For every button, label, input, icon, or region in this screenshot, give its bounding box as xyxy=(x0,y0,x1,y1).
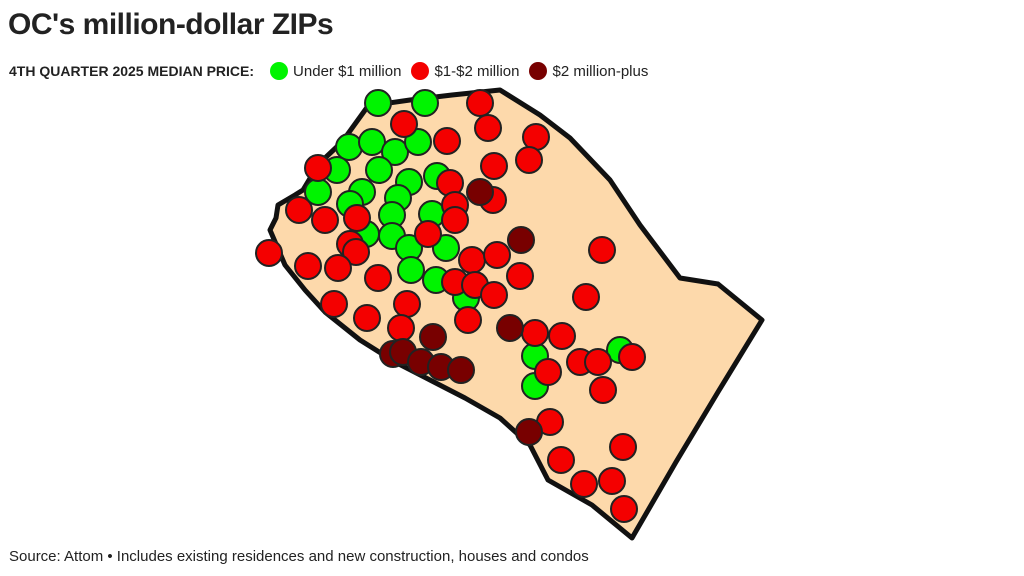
zip-marker-1-2-million xyxy=(458,246,486,274)
zip-marker-1-2-million xyxy=(433,127,461,155)
zip-marker-under-1-million xyxy=(411,89,439,117)
map-title: OC's million-dollar ZIPs xyxy=(8,8,334,41)
zip-marker-under-1-million xyxy=(397,256,425,284)
zip-marker-under-1-million xyxy=(364,89,392,117)
zip-marker-1-2-million xyxy=(572,283,600,311)
zip-marker-1-2-million xyxy=(353,304,381,332)
zip-marker-1-2-million xyxy=(610,495,638,523)
legend-label-under-1-million: Under $1 million xyxy=(293,62,402,80)
zip-marker-1-2-million xyxy=(598,467,626,495)
zip-marker-1-2-million xyxy=(294,252,322,280)
zip-markers xyxy=(255,89,646,523)
zip-marker-1-2-million xyxy=(584,348,612,376)
zip-marker-1-2-million xyxy=(311,206,339,234)
zip-marker-1-2-million xyxy=(570,470,598,498)
zip-marker-1-2-million xyxy=(390,110,418,138)
zip-marker-1-2-million xyxy=(548,322,576,350)
zip-marker-1-2-million xyxy=(506,262,534,290)
zip-marker-1-2-million xyxy=(320,290,348,318)
zip-marker-1-2-million xyxy=(588,236,616,264)
zip-marker-1-2-million xyxy=(522,123,550,151)
zip-marker-1-2-million xyxy=(285,196,313,224)
zip-marker-1-2-million xyxy=(474,114,502,142)
zip-marker-1-2-million xyxy=(342,238,370,266)
zip-marker-1-2-million xyxy=(343,204,371,232)
zip-marker-2-million-plus xyxy=(466,178,494,206)
zip-marker-1-2-million xyxy=(515,146,543,174)
zip-marker-under-1-million xyxy=(381,138,409,166)
legend-item-1-2-million: $1-$2 million xyxy=(411,62,519,80)
zip-marker-2-million-plus xyxy=(515,418,543,446)
zip-marker-1-2-million xyxy=(483,241,511,269)
legend-heading: 4TH QUARTER 2025 MEDIAN PRICE: xyxy=(9,63,255,79)
zip-marker-1-2-million xyxy=(441,206,469,234)
zip-marker-1-2-million xyxy=(304,154,332,182)
zip-marker-under-1-million xyxy=(365,156,393,184)
zip-marker-1-2-million xyxy=(454,306,482,334)
zip-marker-1-2-million xyxy=(324,254,352,282)
red-circle-icon xyxy=(411,62,430,80)
zip-marker-1-2-million xyxy=(589,376,617,404)
legend-label-1-2-million: $1-$2 million xyxy=(434,62,520,80)
zip-marker-2-million-plus xyxy=(507,226,535,254)
legend-label-2-million-plus: $2 million-plus xyxy=(552,62,649,80)
zip-marker-1-2-million xyxy=(618,343,646,371)
zip-marker-2-million-plus xyxy=(496,314,524,342)
legend-item-2-million-plus: $2 million-plus xyxy=(529,62,648,80)
zip-marker-2-million-plus xyxy=(419,323,447,351)
zip-marker-2-million-plus xyxy=(447,356,475,384)
zip-marker-1-2-million xyxy=(255,239,283,267)
zip-marker-1-2-million xyxy=(414,220,442,248)
legend: 4TH QUARTER 2025 MEDIAN PRICE: Under $1 … xyxy=(9,60,658,82)
zip-marker-1-2-million xyxy=(521,319,549,347)
dark-red-circle-icon xyxy=(529,62,548,80)
zip-marker-1-2-million xyxy=(387,314,415,342)
zip-marker-under-1-million xyxy=(335,133,363,161)
zip-marker-1-2-million xyxy=(393,290,421,318)
zip-marker-1-2-million xyxy=(466,89,494,117)
source-note: Source: Attom • Includes existing reside… xyxy=(9,548,589,565)
zip-marker-1-2-million xyxy=(480,281,508,309)
zip-marker-1-2-million xyxy=(534,358,562,386)
zip-marker-1-2-million xyxy=(609,433,637,461)
zip-marker-under-1-million xyxy=(358,128,386,156)
legend-item-under-1-million: Under $1 million xyxy=(270,62,401,80)
zip-marker-1-2-million xyxy=(364,264,392,292)
zip-marker-1-2-million xyxy=(547,446,575,474)
zip-marker-1-2-million xyxy=(480,152,508,180)
green-circle-icon xyxy=(270,62,289,80)
